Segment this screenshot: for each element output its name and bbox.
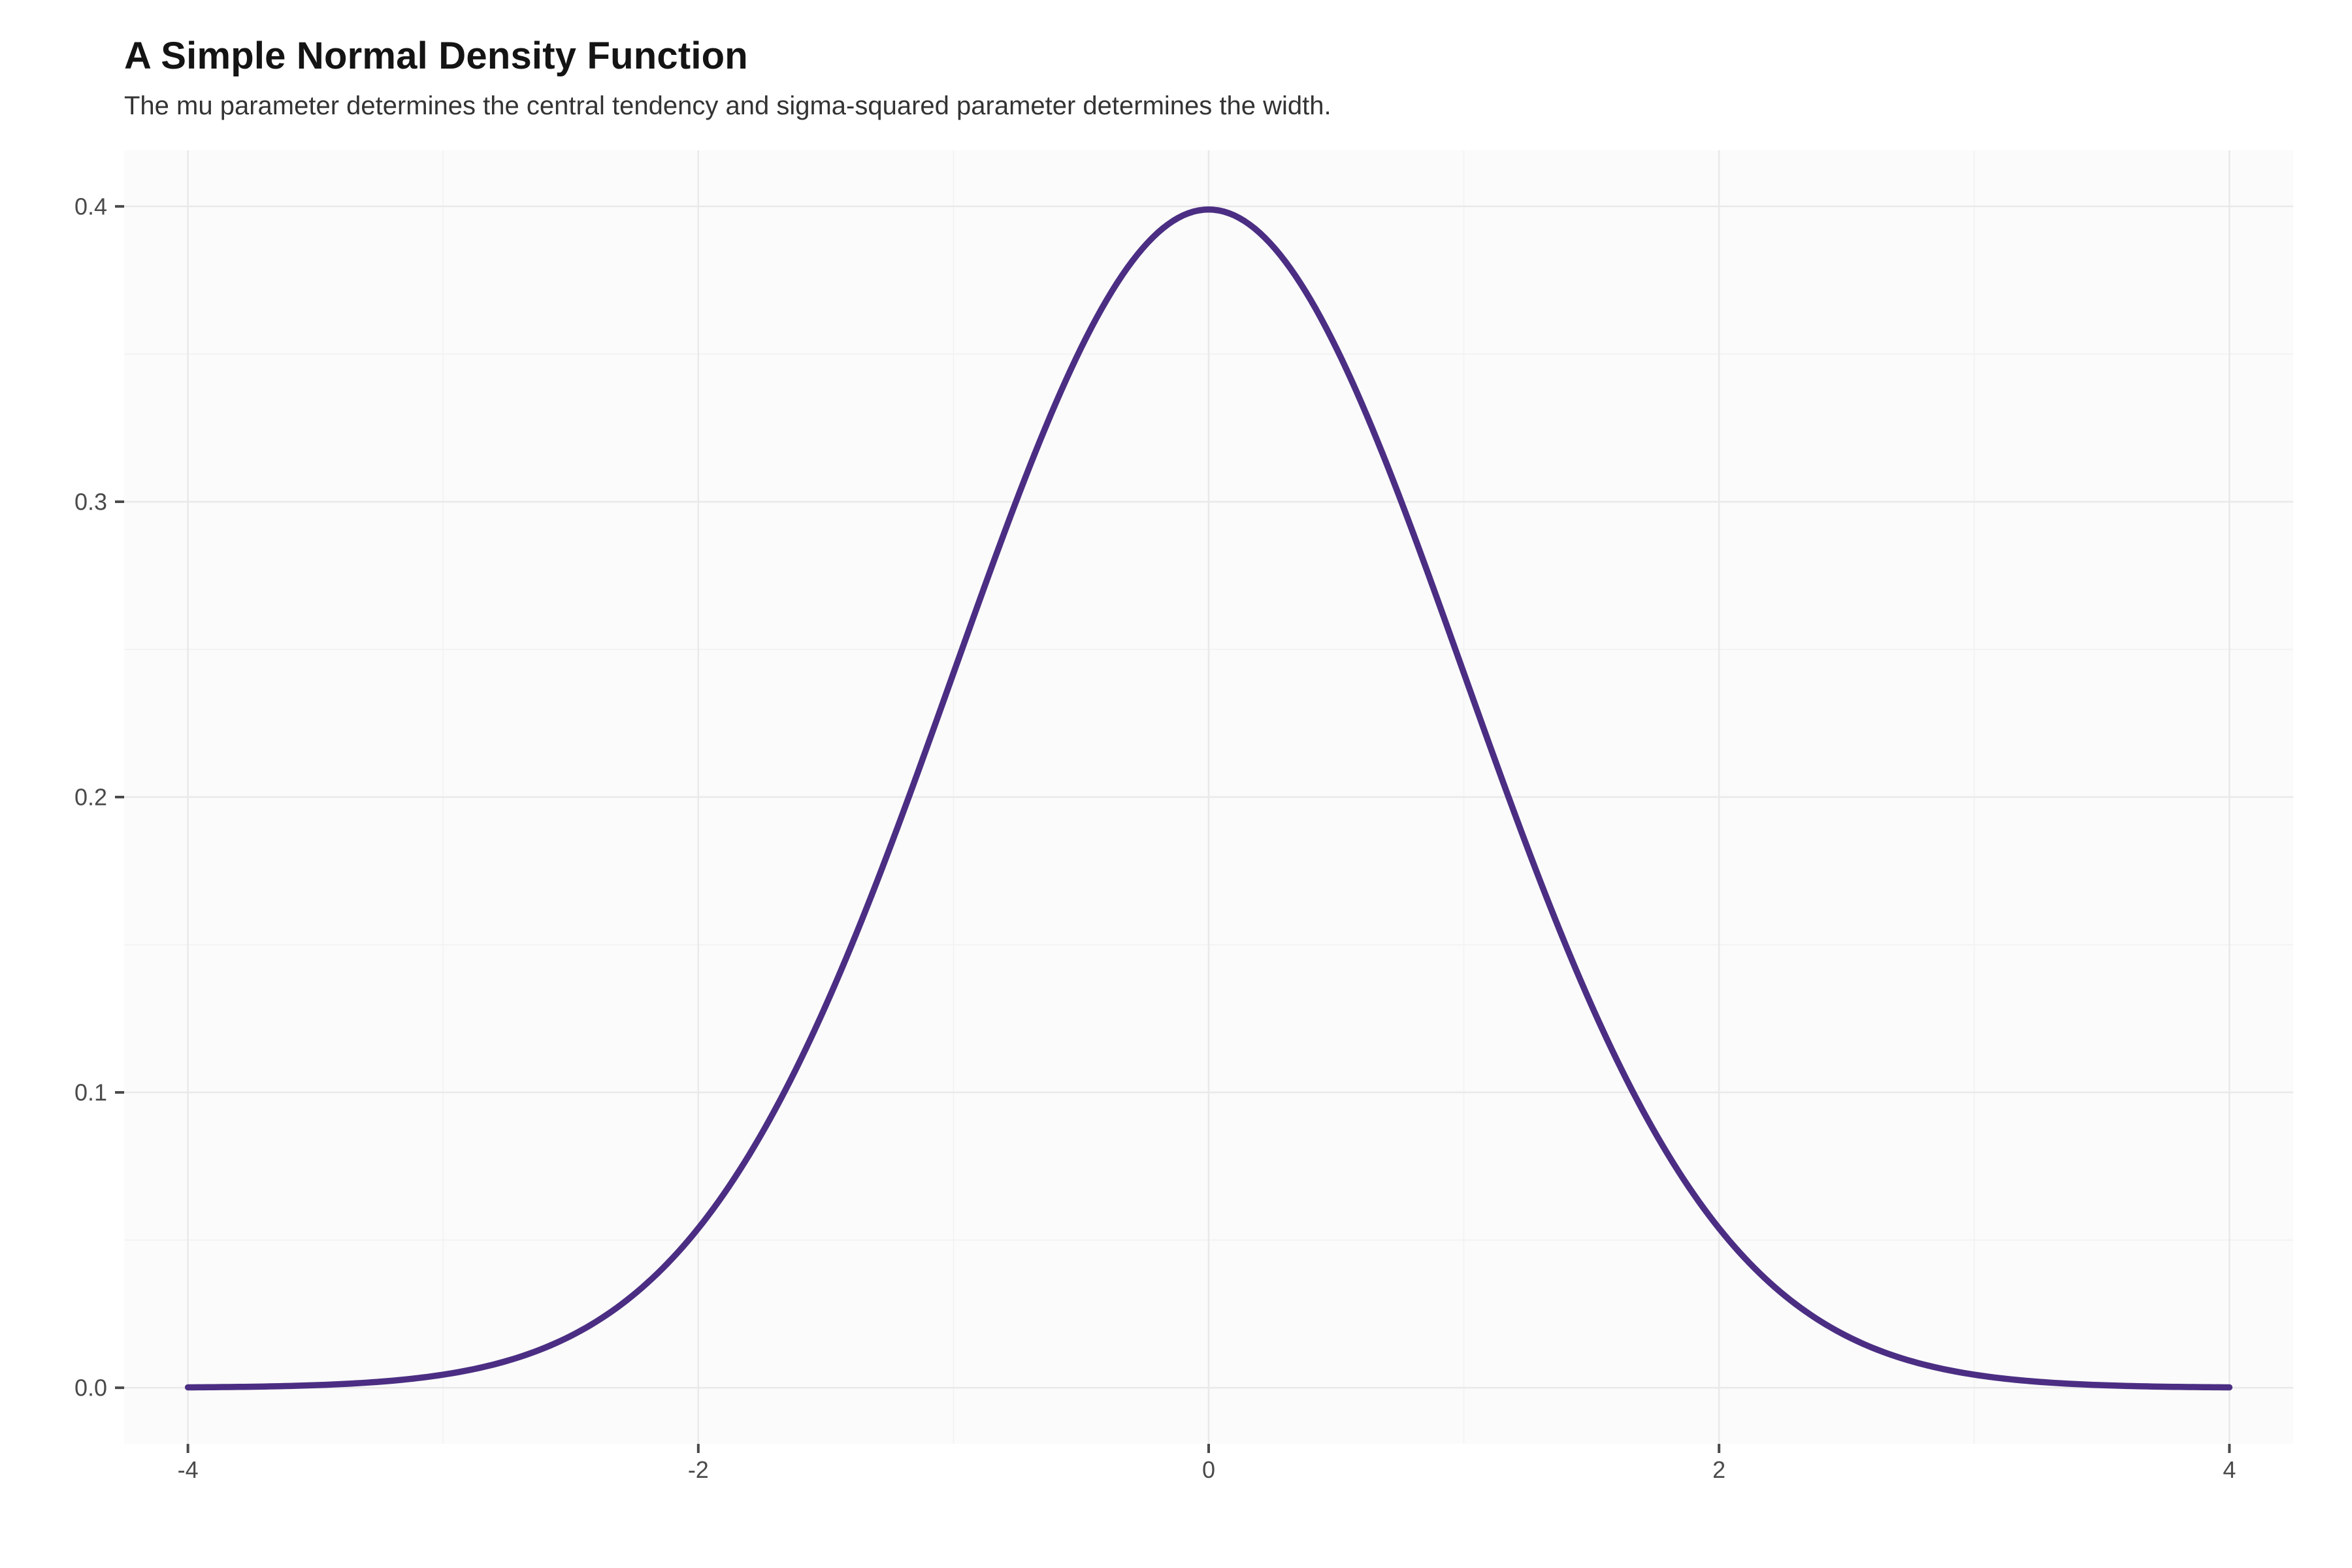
y-tick-label: 0.3 xyxy=(74,489,107,515)
chart-subtitle: The mu parameter determines the central … xyxy=(124,91,1331,121)
y-tick-label: 0.0 xyxy=(74,1375,107,1401)
chart-title: A Simple Normal Density Function xyxy=(124,34,748,78)
x-tick-label: -4 xyxy=(178,1456,199,1483)
x-tick-label: -2 xyxy=(688,1456,709,1483)
density-chart: -4 -2 0 2 4 0.0 0.1 0.2 0.3 0.4 xyxy=(0,0,2352,1568)
y-axis-ticks: 0.0 0.1 0.2 0.3 0.4 xyxy=(74,193,124,1401)
x-tick-label: 2 xyxy=(1712,1456,1725,1483)
y-tick-label: 0.4 xyxy=(74,193,107,220)
x-tick-label: 4 xyxy=(2223,1456,2236,1483)
x-tick-label: 0 xyxy=(1202,1456,1215,1483)
x-axis-ticks: -4 -2 0 2 4 xyxy=(178,1444,2236,1483)
figure-root: A Simple Normal Density Function The mu … xyxy=(0,0,2352,1568)
y-tick-label: 0.2 xyxy=(74,784,107,811)
y-tick-label: 0.1 xyxy=(74,1079,107,1106)
